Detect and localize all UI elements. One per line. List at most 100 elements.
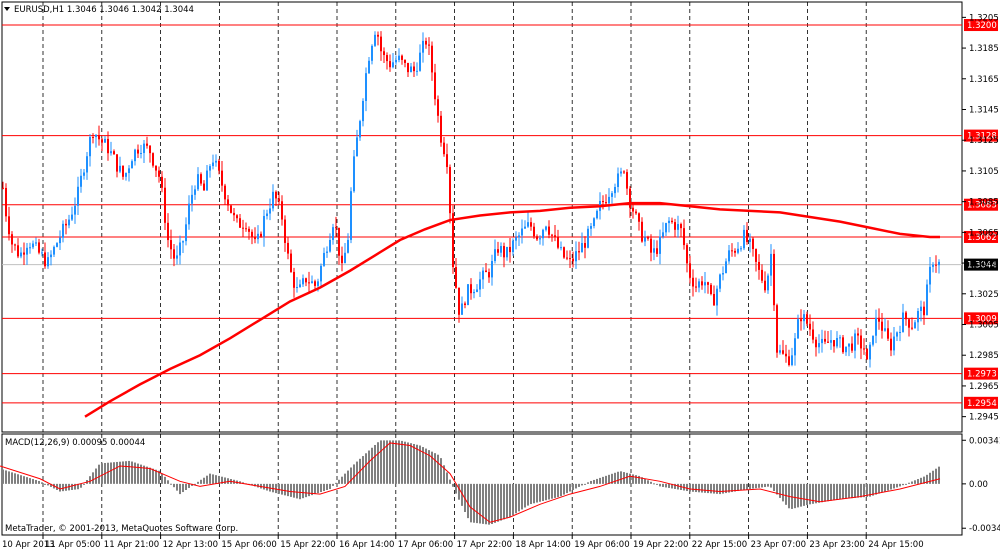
y-tick-label: 1.3085 [969,198,999,208]
candle-body [608,196,610,204]
candle-body [737,248,739,253]
macd-bar [149,467,151,484]
candle-body [284,219,286,243]
macd-bar [548,483,550,500]
macd-bar [446,472,448,484]
x-tick-label: 23 Apr 23:00 [809,540,864,550]
candle-body [806,314,808,324]
macd-bar [806,483,808,506]
candle-body [263,216,265,237]
candle-body [452,213,454,268]
macd-bar [659,483,661,487]
macd-bar [137,463,139,484]
macd-bar [638,475,640,484]
candle-body [443,142,445,155]
macd-bar [767,483,769,487]
level-badge-label: 1.3128 [967,132,997,142]
macd-bar [179,483,181,495]
candle-body [566,257,568,259]
candle-body [107,138,109,154]
macd-bar [860,483,862,498]
macd-bar [2,469,4,484]
macd-bar [437,454,439,484]
macd-bar [293,483,295,498]
candle-body [206,170,208,191]
candle-body [143,143,145,153]
candle-body [575,251,577,262]
candle-body [104,138,106,143]
macd-bar [194,483,196,485]
candle-body [83,172,85,176]
macd-bar [323,483,325,492]
candle-body [212,162,214,167]
macd-bar [41,482,43,484]
candle-body [626,172,628,189]
candle-body [245,228,247,230]
symbol-dropdown-icon[interactable] [4,7,10,11]
candle-body [380,36,382,52]
macd-bar [167,480,169,484]
candle-body [200,174,202,184]
macd-bar [575,483,577,489]
macd-bar [59,483,61,492]
level-badge [964,129,998,142]
macd-bar [407,442,409,484]
candle-body [908,319,910,328]
macd-bar [746,483,748,490]
candle-body [383,51,385,56]
macd-bar [779,483,781,498]
candle-body [86,156,88,173]
candle-body [374,34,376,46]
y-tick-label: 1.3165 [969,75,999,85]
macd-bar [449,479,451,484]
macd-bar [803,483,805,506]
candle-body [779,350,781,353]
macd-bar [590,480,592,484]
macd-bar [554,483,556,498]
candle-body [152,153,154,166]
candle-body [317,281,319,286]
candle-body [776,305,778,353]
macd-bar [350,467,352,484]
macd-bar [161,473,163,484]
candle-body [308,282,310,284]
candle-body [713,293,715,306]
macd-bar [101,463,103,484]
macd-bar [386,440,388,484]
y-tick-label: 1.3025 [969,290,999,300]
candle-body [275,191,277,199]
macd-bar [614,472,616,484]
macd-bar [272,483,274,493]
candle-body [842,337,844,353]
candle-body [155,165,157,171]
macd-bar [80,483,82,488]
candle-body [596,210,598,219]
candle-body [782,350,784,354]
level-badge [964,198,998,211]
macd-bar [731,483,733,493]
macd-bar [542,483,544,501]
macd-bar [524,483,526,508]
candle-body [830,340,832,343]
level-badge-label: 1.3062 [967,233,997,243]
macd-bar [884,483,886,492]
candle-body [755,249,757,262]
candle-body [11,234,13,245]
candle-body [701,281,703,286]
macd-bar [857,483,859,498]
macd-bar [299,483,301,500]
candle-body [320,265,322,282]
candle-body [473,291,475,294]
macd-bar [530,483,532,505]
candle-body [65,223,67,226]
candle-body [929,266,931,285]
macd-bar [581,483,583,486]
candle-body [236,215,238,219]
macd-bar [281,483,283,495]
macd-bar [650,481,652,484]
candle-body [377,34,379,37]
macd-bar [737,483,739,492]
candle-body [545,226,547,230]
macd-bar [218,475,220,484]
